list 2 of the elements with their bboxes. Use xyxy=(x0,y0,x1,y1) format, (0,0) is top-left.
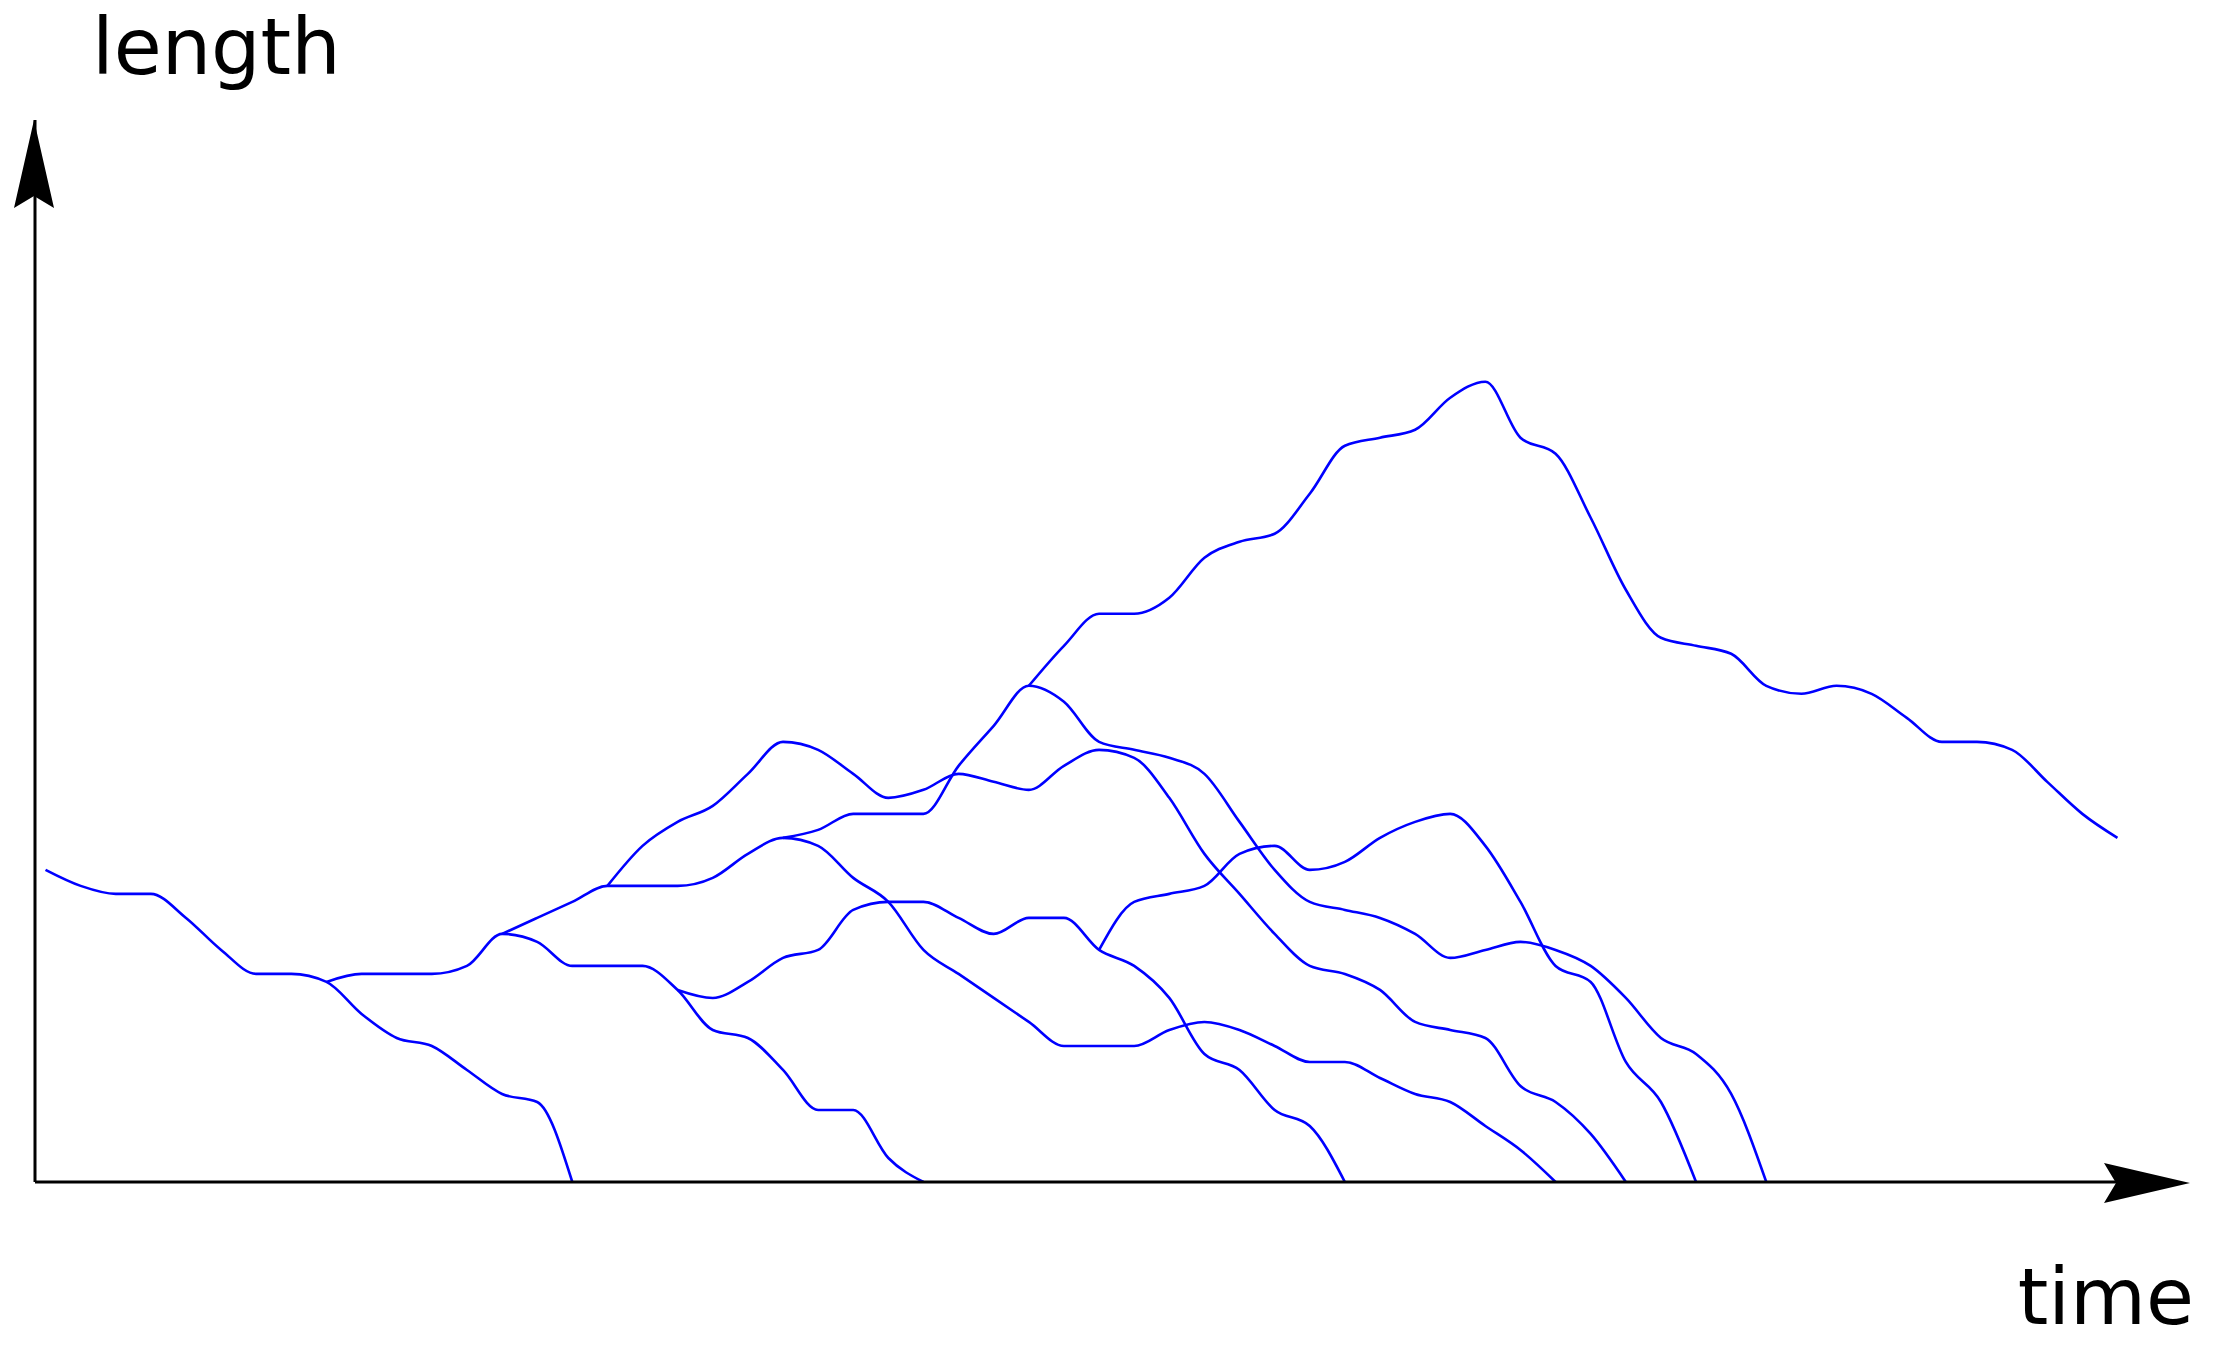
y-axis-title: length xyxy=(92,2,341,92)
x-axis-title: time xyxy=(2017,1252,2194,1342)
